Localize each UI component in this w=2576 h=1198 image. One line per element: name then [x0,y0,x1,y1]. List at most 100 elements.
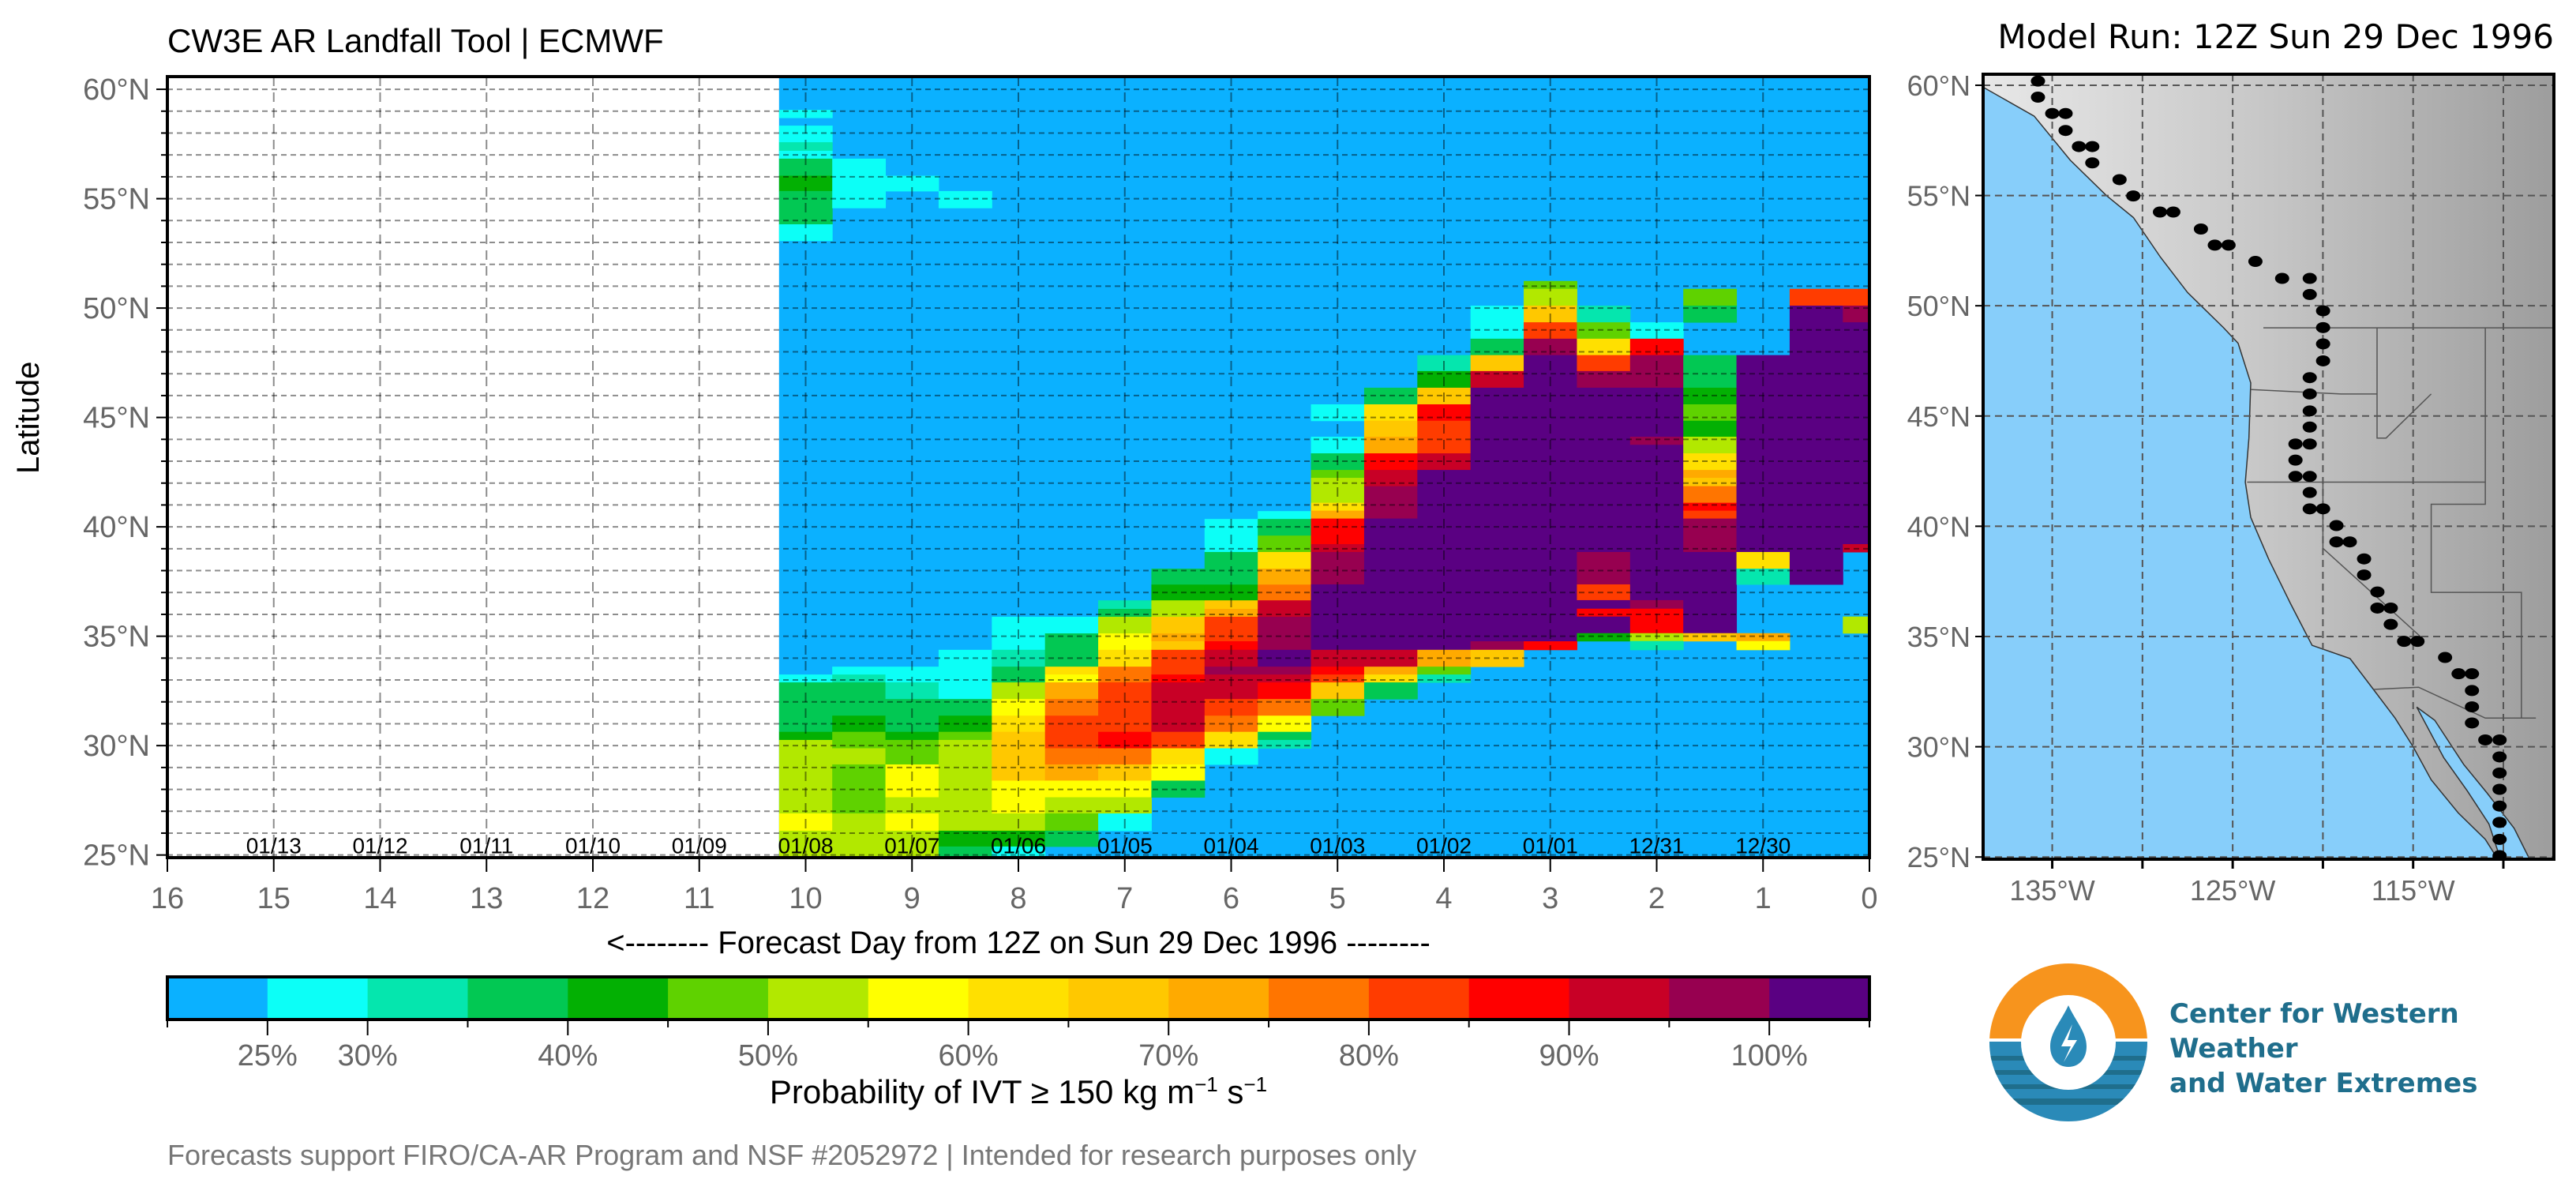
landfall-point [2058,125,2073,137]
colorbar-bin [167,977,268,1020]
heatmap-cell [1151,600,1206,618]
date-label: 01/07 [884,834,939,858]
landfall-point [2302,503,2317,515]
heatmap-cell [1524,355,1577,642]
heatmap-cell [1258,511,1312,520]
heatmap-cell [1044,616,1099,634]
date-label: 01/01 [1523,834,1578,858]
heatmap-cell [938,731,992,741]
heatmap-cell [992,682,1046,700]
colorbar-label-mid: s [1217,1073,1244,1110]
date-label: 01/03 [1310,834,1365,858]
x-tick-label: 0 [1861,882,1877,915]
landfall-point [2329,520,2344,531]
logo-line-1: Center for Western Weather [2169,998,2459,1065]
heatmap-cell [1470,641,1524,651]
heatmap-cell [1577,599,1631,610]
landfall-point [2315,338,2330,350]
heatmap-cell [1044,715,1099,749]
colorbar-bin [1068,977,1169,1020]
landfall-point [2357,553,2372,565]
date-label: 01/05 [1097,834,1153,858]
landfall-point [2478,734,2493,745]
date-label: 12/31 [1629,834,1684,858]
x-tick-label: 5 [1329,882,1346,915]
map-y-tick-label: 45°N [1907,400,1970,433]
heatmap-cell [1258,667,1312,675]
heatmap-cell [992,813,1046,832]
heatmap-cell [885,175,939,192]
landfall-point [2492,767,2507,779]
heatmap-cell [1310,682,1365,700]
landfall-point [2492,817,2507,828]
colorbar-label: Probability of IVT ≥ 150 kg m−1 s−1 [167,1072,1869,1111]
heatmap-cell [1629,322,1684,340]
heatmap-cell [1417,387,1472,405]
heatmap-cell [938,699,992,716]
date-label: 12/30 [1735,834,1790,858]
heatmap-cell [1417,355,1472,372]
heatmap-cell [1843,322,1870,545]
heatmap-cell [1577,608,1631,618]
map-y-tick-label: 35°N [1907,621,1970,653]
heatmap-cell [1204,519,1258,553]
heatmap-cell [1843,306,1870,323]
heatmap-cell [778,223,833,242]
heatmap-cell [1204,551,1258,585]
colorbar-label-main: Probability of IVT ≥ 150 kg m [769,1073,1195,1110]
heatmap-cell [1470,306,1524,340]
heatmap-cell [1417,370,1472,389]
heatmap-cell [1258,739,1312,749]
heatmap-cell [778,190,833,225]
landfall-point [2072,141,2087,152]
heatmap-cell [1629,445,1684,601]
state-border [2430,328,2522,719]
heatmap-cell [1044,699,1099,716]
map-x-tick-label: 115°W [2372,874,2455,907]
colorbar-bin [1269,977,1370,1020]
heatmap-cell [1683,387,1738,405]
heatmap-cell [1258,535,1312,553]
heatmap-cell [1417,674,1472,683]
heatmap-cell [1151,569,1206,585]
heatmap-cell [1044,674,1099,683]
heatmap-cell [1310,470,1365,479]
heatmap-cell [1258,600,1312,618]
y-tick-label: 30°N [83,730,150,763]
heatmap-cell [938,739,992,832]
heatmap-cell [1044,780,1099,798]
x-tick-label: 4 [1435,882,1452,915]
heatmap-cell [1098,600,1152,610]
map-y-tick-label: 40°N [1907,510,1970,543]
landfall-point [2357,569,2372,581]
colorbar-bin [1468,977,1570,1020]
heatmap-cell [778,126,833,143]
heatmap-cell [1310,674,1365,683]
heatmap-cell [1258,551,1312,569]
heatmap-cell [1524,322,1577,340]
heatmap-cell [1629,355,1684,389]
date-label: 01/10 [565,834,621,858]
heatmap-cell [1683,470,1738,479]
landfall-point [2492,833,2507,845]
heatmap-cell [1098,667,1152,683]
heatmap-cell [1629,640,1684,651]
landfall-point [2302,388,2317,400]
x-tick-label: 3 [1542,882,1558,915]
y-tick-label: 50°N [83,292,150,325]
land [1983,74,2554,859]
heatmap-cell [1204,641,1258,651]
colorbar-bin [1368,977,1470,1020]
y-tick-label: 25°N [83,839,150,873]
date-label: 01/12 [352,834,407,858]
heatmap-cell [832,748,887,765]
heatmap-cell [1470,338,1524,356]
date-label: 01/06 [991,834,1046,858]
heatmap-cell [1683,502,1738,512]
heatmap-cell [1098,731,1152,749]
heatmap-cell [1098,616,1152,634]
heatmap-cell [1789,306,1843,585]
heatmap-cell [1310,518,1365,545]
x-tick-label: 16 [151,882,184,915]
heatmap-cell [1151,674,1206,683]
